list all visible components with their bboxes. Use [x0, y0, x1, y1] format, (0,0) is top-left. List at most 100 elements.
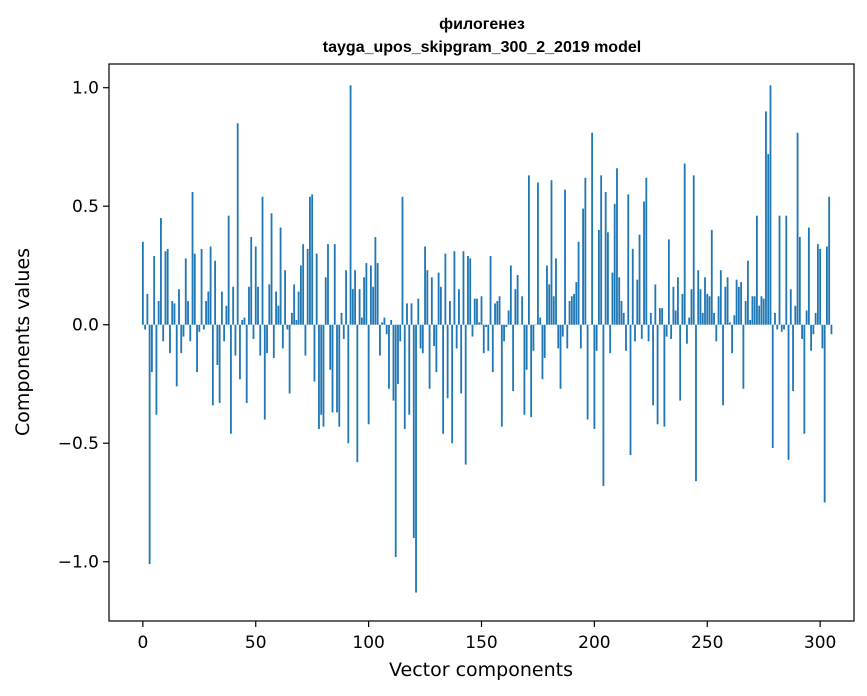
bar-68 [295, 319, 298, 325]
bar-176 [539, 317, 542, 325]
bar-9 [162, 324, 165, 342]
bar-26 [200, 248, 203, 325]
bar-20 [187, 301, 189, 325]
bar-18 [182, 324, 185, 337]
bar-270 [751, 296, 754, 325]
bar-244 [692, 175, 695, 325]
bar-74 [309, 196, 311, 325]
bar-295 [807, 227, 810, 325]
chart-title-line-1: филогенез [439, 16, 525, 33]
bar-187 [564, 189, 566, 325]
bar-188 [566, 324, 569, 349]
bar-183 [555, 258, 557, 325]
bar-259 [726, 277, 729, 325]
bar-92 [349, 85, 352, 325]
bar-71 [302, 244, 305, 325]
bar-140 [458, 289, 460, 325]
bar-277 [767, 154, 770, 325]
bar-86 [336, 324, 338, 413]
bar-85 [333, 244, 336, 325]
bar-79 [320, 324, 323, 415]
bar-1 [144, 324, 147, 330]
bar-254 [715, 324, 718, 342]
bar-172 [530, 324, 533, 418]
bar-164 [512, 324, 515, 392]
bar-163 [509, 265, 512, 325]
bar-197 [586, 324, 589, 420]
bar-119 [410, 303, 413, 325]
bar-154 [489, 255, 492, 325]
bar-293 [803, 324, 806, 434]
bar-series [141, 85, 833, 593]
bar-262 [733, 315, 736, 325]
bar-210 [616, 168, 618, 325]
bar-191 [573, 293, 575, 325]
bar-99 [365, 263, 368, 325]
plot-area-frame [108, 63, 855, 622]
bar-237 [677, 277, 679, 325]
x-tick-label: 300 [804, 633, 836, 653]
bar-13 [171, 301, 174, 325]
bar-75 [311, 194, 314, 325]
bar-40 [232, 286, 235, 325]
bar-105 [379, 324, 381, 356]
bar-0 [141, 241, 144, 325]
y-tick-label: 1.0 [72, 79, 99, 99]
bar-230 [661, 308, 664, 325]
bar-175 [537, 182, 539, 325]
bar-185 [559, 324, 562, 389]
bar-233 [667, 239, 670, 325]
bar-205 [604, 191, 607, 325]
bar-4 [150, 324, 153, 373]
bar-283 [780, 324, 783, 332]
bar-202 [597, 229, 600, 325]
bar-56 [268, 284, 271, 325]
bar-123 [419, 324, 422, 349]
bar-138 [453, 251, 456, 325]
bar-248 [701, 312, 704, 325]
bar-207 [609, 324, 612, 354]
bar-77 [315, 253, 318, 325]
bar-90 [345, 270, 347, 325]
bar-193 [577, 241, 580, 325]
bar-173 [532, 324, 535, 351]
bar-55 [266, 324, 268, 354]
bar-177 [541, 324, 544, 380]
bar-279 [771, 324, 774, 448]
bar-247 [699, 289, 702, 325]
bar-101 [369, 265, 372, 325]
bar-147 [473, 298, 476, 325]
bar-11 [166, 248, 169, 325]
bar-184 [557, 324, 560, 349]
bar-301 [821, 324, 824, 349]
bar-58 [272, 324, 275, 358]
bar-63 [284, 270, 286, 325]
bar-253 [713, 312, 715, 325]
bar-62 [281, 324, 284, 349]
bar-251 [708, 296, 711, 325]
bar-43 [239, 324, 241, 380]
x-axis-label: Vector components [389, 659, 573, 681]
bar-30 [209, 246, 212, 325]
bar-111 [392, 324, 395, 401]
bar-12 [169, 324, 171, 354]
bar-216 [629, 324, 632, 456]
bar-109 [388, 324, 390, 389]
bar-252 [710, 229, 713, 325]
bar-22 [191, 191, 194, 325]
bar-141 [460, 324, 463, 394]
bar-189 [568, 301, 571, 325]
bar-152 [485, 324, 487, 328]
bar-116 [403, 324, 406, 430]
bar-69 [297, 291, 300, 325]
bar-272 [756, 215, 758, 325]
bar-98 [363, 277, 366, 325]
bar-39 [230, 324, 232, 434]
bar-34 [218, 324, 221, 403]
bar-130 [435, 324, 438, 373]
bar-161 [505, 324, 508, 328]
bar-65 [288, 324, 291, 394]
bar-267 [744, 301, 747, 325]
bar-132 [439, 286, 442, 325]
x-tick-label: 0 [137, 633, 148, 653]
